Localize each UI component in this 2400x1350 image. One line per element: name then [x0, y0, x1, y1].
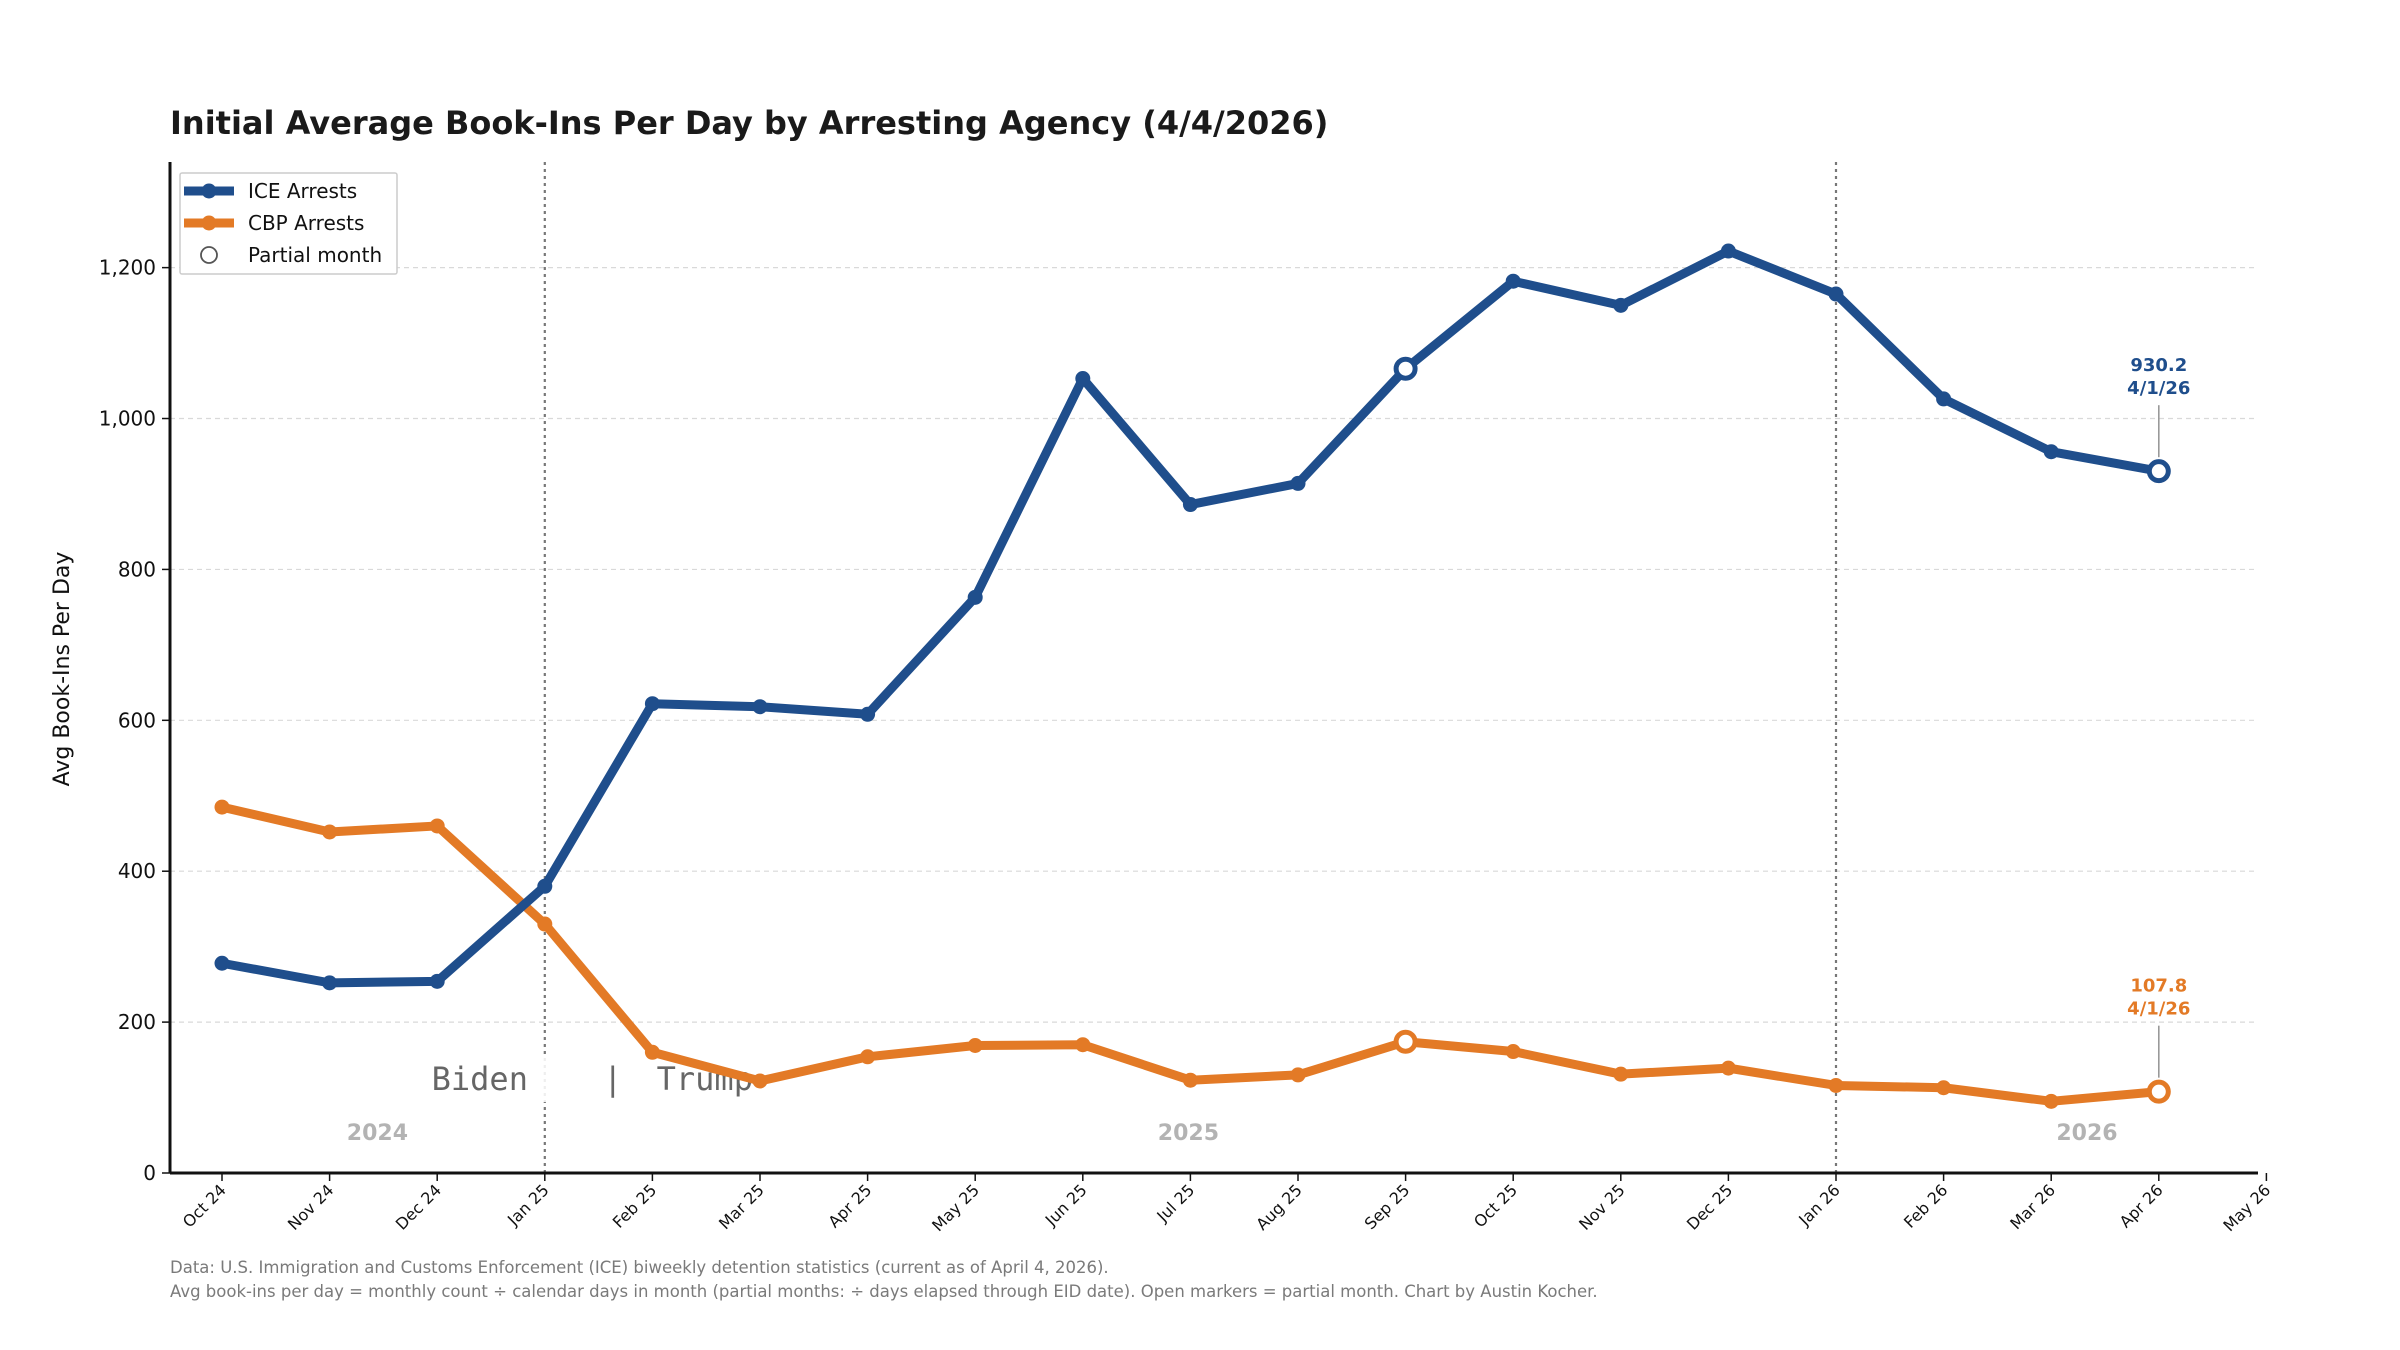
year-label: 2025	[1158, 1121, 1219, 1146]
data-point	[214, 955, 230, 971]
year-label: 2026	[2056, 1121, 2117, 1146]
year-labels: 2024 2025 2026	[347, 1121, 2118, 1146]
chart-title: Initial Average Book-Ins Per Day by Arre…	[170, 104, 1328, 142]
x-tick-label: Feb 26	[1900, 1180, 1951, 1231]
y-tick-label: 200	[118, 1010, 156, 1034]
data-point	[967, 1037, 983, 1053]
x-tick-label: Dec 25	[1683, 1180, 1736, 1233]
y-tick-label: 600	[118, 708, 156, 732]
data-point	[1828, 1077, 1844, 1093]
data-point	[967, 589, 983, 605]
data-point	[429, 973, 445, 989]
data-point	[1290, 1067, 1306, 1083]
series-line	[217, 246, 2164, 988]
gridlines	[170, 267, 2258, 1023]
data-point	[2043, 444, 2059, 460]
data-point	[322, 824, 338, 840]
y-tick-label: 1,200	[99, 256, 156, 280]
x-tick-label: Jan 26	[1794, 1180, 1844, 1230]
annotation-date: 4/1/26	[2127, 378, 2190, 399]
data-point	[644, 696, 660, 712]
data-point	[1613, 297, 1629, 313]
data-point	[1720, 1060, 1736, 1076]
data-point	[2043, 1093, 2059, 1109]
x-tick-label: Aug 25	[1252, 1180, 1306, 1234]
data-point	[752, 1073, 768, 1089]
annotation-value: 107.8	[2130, 976, 2187, 997]
data-point	[1290, 475, 1306, 491]
partial-month-point	[2146, 1079, 2171, 1104]
data-point	[1613, 1066, 1629, 1082]
footnote-line-1: Data: U.S. Immigration and Customs Enfor…	[170, 1258, 1109, 1277]
data-point	[1720, 243, 1736, 259]
legend-box	[179, 172, 398, 275]
footnote-line-2: Avg book-ins per day = monthly count ÷ c…	[170, 1282, 1598, 1301]
x-tick-label: Jul 25	[1152, 1180, 1198, 1226]
x-tick-label: Jun 25	[1041, 1180, 1091, 1230]
x-tick-label: Nov 24	[284, 1180, 338, 1234]
legend-swatch-marker	[201, 215, 217, 231]
data-point	[1075, 1037, 1091, 1053]
data-point	[214, 799, 230, 815]
x-tick-label: Oct 25	[1470, 1180, 1521, 1231]
legend-swatch-open-marker	[200, 246, 218, 264]
period-dividers	[543, 162, 1838, 1173]
legend-swatch-marker	[201, 183, 217, 199]
partial-month-point	[1393, 1029, 1418, 1054]
data-point	[1828, 286, 1844, 302]
legend: ICE Arrests CBP Arrests Partial month	[179, 172, 398, 275]
data-point	[1182, 497, 1198, 513]
x-tick-label: May 25	[928, 1180, 983, 1235]
legend-entry: CBP Arrests	[248, 211, 364, 235]
annotation-date: 4/1/26	[2127, 999, 2190, 1020]
data-point	[537, 878, 553, 894]
y-tick-label: 800	[118, 557, 156, 581]
data-point	[1505, 1044, 1521, 1060]
data-point	[752, 699, 768, 715]
x-tick-label: Oct 24	[179, 1180, 230, 1231]
data-point	[1936, 391, 1952, 407]
partial-month-point	[1393, 356, 1418, 381]
data-point	[322, 975, 338, 991]
x-tick-label: Apr 26	[2116, 1180, 2167, 1231]
x-tick-label: Sep 25	[1361, 1180, 1414, 1233]
data-point	[1936, 1080, 1952, 1096]
y-tick-label: 0	[143, 1161, 156, 1185]
x-tick-label: Jan 25	[503, 1180, 553, 1230]
partial-month-point	[2146, 459, 2171, 484]
legend-entry: ICE Arrests	[248, 179, 357, 203]
x-tick-label: Nov 25	[1575, 1180, 1629, 1234]
legend-entry: Partial month	[248, 243, 382, 267]
x-tick-label: Mar 25	[715, 1180, 768, 1233]
era-label: Biden | Trump	[432, 1054, 753, 1103]
data-point	[860, 1049, 876, 1065]
x-tick-label: May 26	[2219, 1180, 2274, 1235]
data-point	[429, 818, 445, 834]
era-label-left: Biden	[432, 1060, 528, 1098]
x-tick-label: Mar 26	[2006, 1180, 2059, 1233]
data-point	[860, 706, 876, 722]
annotation-value: 930.2	[2130, 355, 2187, 376]
x-tick-label: Apr 25	[824, 1180, 875, 1231]
x-tick-label: Feb 25	[609, 1180, 660, 1231]
y-axis-label: Avg Book-Ins Per Day	[50, 552, 75, 787]
data-point	[1075, 371, 1091, 387]
data-point	[1505, 273, 1521, 289]
series-lines	[214, 243, 2171, 1109]
year-label: 2024	[347, 1121, 408, 1146]
data-point	[537, 916, 553, 932]
y-tick-label: 400	[118, 859, 156, 883]
data-point	[644, 1044, 660, 1060]
y-tick-label: 1,000	[99, 407, 156, 431]
era-label-separator: |	[603, 1060, 622, 1098]
x-tick-label: Dec 24	[392, 1180, 445, 1233]
data-point	[1182, 1072, 1198, 1088]
